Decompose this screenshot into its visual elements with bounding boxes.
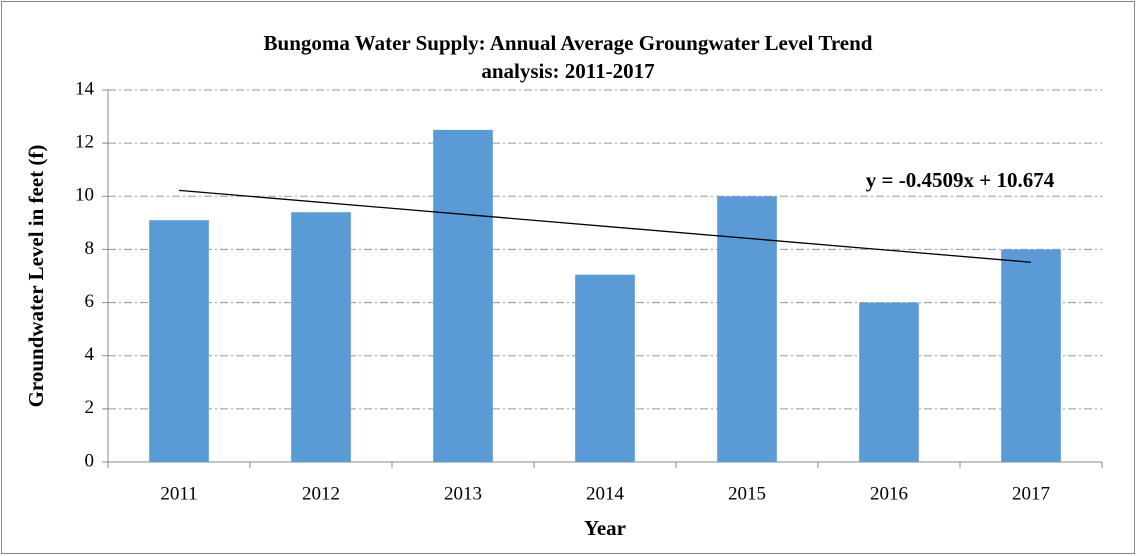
- x-axis-label: Year: [584, 516, 626, 540]
- x-tick-label: 2016: [870, 483, 908, 504]
- bar: [859, 302, 919, 462]
- chart-title: Bungoma Water Supply: Annual Average Gro…: [264, 31, 873, 55]
- bar: [291, 212, 351, 462]
- y-tick-label: 8: [85, 238, 95, 259]
- trendline-label: y = -0.4509x + 10.674: [866, 168, 1055, 192]
- y-tick-label: 14: [75, 78, 95, 99]
- trendline: [178, 189, 1032, 263]
- y-axis-label: Groundwater Level in feet (f): [24, 145, 48, 408]
- y-tick-label: 10: [75, 185, 94, 206]
- bar: [433, 129, 493, 462]
- chart-title: analysis: 2011-2017: [481, 59, 654, 83]
- x-tick-label: 2011: [160, 483, 197, 504]
- y-tick-label: 0: [85, 450, 95, 471]
- bar: [575, 274, 635, 462]
- bar: [1001, 249, 1061, 462]
- x-tick-label: 2014: [586, 483, 625, 504]
- y-tick-label: 12: [75, 132, 94, 153]
- x-tick-label: 2017: [1012, 483, 1050, 504]
- x-tick-label: 2012: [302, 483, 340, 504]
- y-tick-label: 2: [85, 397, 95, 418]
- bar: [149, 220, 209, 462]
- y-tick-label: 6: [85, 291, 95, 312]
- x-tick-label: 2015: [728, 483, 766, 504]
- y-tick-label: 4: [85, 344, 95, 365]
- x-tick-label: 2013: [444, 483, 482, 504]
